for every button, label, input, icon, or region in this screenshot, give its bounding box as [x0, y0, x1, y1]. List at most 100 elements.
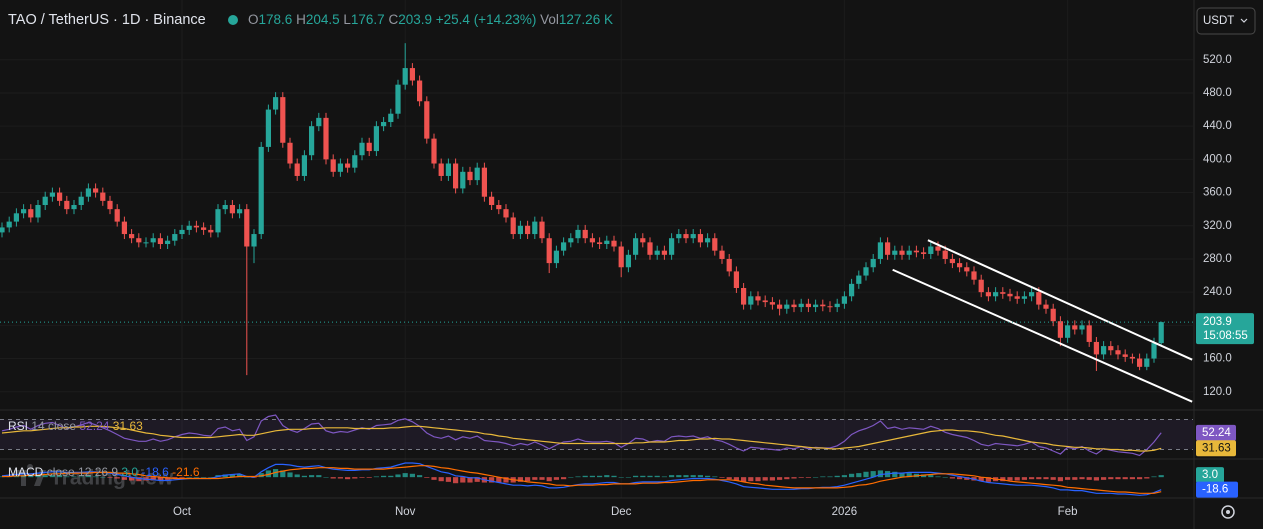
macd-histogram-bar — [417, 475, 423, 478]
candle-body — [229, 205, 235, 214]
candle-body — [359, 142, 365, 156]
currency-button-frame[interactable] — [1196, 7, 1256, 35]
candle-body — [330, 159, 336, 172]
macd-histogram-bar — [1144, 477, 1150, 479]
candle-body — [1079, 325, 1085, 330]
macd-histogram-bar — [186, 477, 192, 478]
candle-body — [726, 258, 732, 272]
candle-body — [769, 302, 775, 305]
candle-body — [201, 227, 207, 230]
candle-body — [215, 209, 221, 233]
macd-histogram-bar — [957, 477, 963, 480]
macd-histogram-bar — [661, 476, 667, 478]
macd-histogram-bar — [114, 477, 120, 479]
candle-body — [561, 242, 567, 251]
macd-histogram-bar — [35, 475, 41, 478]
candle-body — [942, 250, 948, 259]
settings-button[interactable] — [1221, 505, 1235, 519]
candle-body — [762, 300, 768, 303]
settings-icon[interactable] — [1221, 505, 1235, 519]
last-price-label: 203.9 — [1203, 316, 1232, 328]
candle-body — [568, 238, 574, 243]
macd-histogram-bar — [755, 477, 761, 482]
macd-histogram-bar — [921, 474, 927, 478]
candle-body — [841, 296, 847, 304]
candle-body — [1137, 358, 1143, 367]
low-label: L — [343, 12, 351, 27]
candle-body — [179, 229, 185, 235]
macd-histogram-bar — [64, 476, 70, 478]
candle-body — [165, 240, 171, 245]
macd-histogram-bar — [942, 477, 948, 478]
x-tick-label: Nov — [395, 506, 416, 518]
candle-body — [993, 292, 999, 297]
candle-body — [553, 250, 559, 264]
macd-histogram-bar — [611, 475, 617, 478]
macd-histogram-bar — [57, 475, 63, 478]
macd-histogram-bar — [165, 477, 171, 480]
macd-params: close 12 26 9 — [47, 465, 119, 479]
candle-body — [1029, 292, 1035, 297]
candle-body — [697, 234, 703, 243]
candle-body — [1122, 354, 1128, 357]
y-tick-label: 480.0 — [1203, 87, 1232, 99]
rsi-title: RSI — [8, 419, 28, 433]
candle-body — [676, 234, 682, 239]
macd-histogram-bar — [877, 470, 883, 478]
macd-histogram-bar — [561, 477, 567, 480]
macd-histogram-bar — [1129, 477, 1135, 480]
macd-histogram-bar — [431, 477, 437, 480]
macd-histogram-bar — [366, 477, 372, 478]
macd-value-label: -18.6 — [1202, 484, 1228, 496]
currency-chevron[interactable] — [1240, 18, 1248, 23]
currency-label[interactable]: USDT — [1203, 15, 1234, 27]
candle-body — [1115, 350, 1121, 355]
macd-histogram-bar — [741, 477, 747, 482]
macd-histogram-bar — [150, 477, 156, 481]
candle-body — [337, 163, 343, 172]
macd-histogram-bar — [589, 475, 595, 478]
candle-body — [13, 213, 19, 222]
symbol-title: TAO / TetherUS · 1D · Binance — [8, 12, 206, 28]
macd-histogram-bar — [697, 475, 703, 478]
macd-histogram-bar — [604, 475, 610, 478]
macd-histogram-bar — [359, 477, 365, 478]
rsi-params: 14 close — [31, 419, 76, 433]
candle-body — [280, 97, 286, 143]
candle-body — [1129, 356, 1135, 359]
macd-histogram-bar — [568, 477, 574, 478]
macd-histogram-bar — [287, 472, 293, 478]
candle-body — [935, 246, 941, 251]
candle-body — [690, 234, 696, 239]
candle-body — [237, 209, 243, 214]
currency-button[interactable]: USDT — [1196, 7, 1256, 35]
macd-histogram-bar — [1093, 477, 1099, 481]
macd-histogram-bar — [856, 473, 862, 478]
candle-body — [834, 303, 840, 308]
macd-histogram-bar — [503, 477, 509, 483]
candle-body — [532, 221, 538, 235]
macd-histogram-bar — [625, 477, 631, 478]
candle-body — [546, 238, 552, 264]
candle-body — [316, 117, 322, 127]
volume-value: 127.26 K — [559, 12, 613, 27]
candle-body — [172, 234, 178, 241]
candle-body — [582, 229, 588, 239]
macd-value-box — [1196, 481, 1238, 498]
macd-histogram-bar — [294, 474, 300, 478]
macd-histogram-bar — [1072, 477, 1078, 480]
candle-body — [503, 209, 509, 218]
settings-icon-center[interactable] — [1226, 510, 1230, 514]
macd-histogram-bar — [1065, 477, 1071, 480]
macd-histogram-bar — [409, 473, 415, 478]
candle-body — [712, 238, 718, 251]
macd-histogram-bar — [345, 477, 351, 480]
candle-body — [388, 113, 394, 123]
candle-body — [85, 188, 91, 197]
macd-histogram-bar — [381, 475, 387, 478]
candle-body — [1086, 325, 1092, 342]
legend-header: TAO / TetherUS · 1D · Binance — [8, 12, 206, 28]
candle-body — [949, 258, 955, 264]
macd-histogram-bar — [633, 475, 639, 478]
trendline — [927, 239, 1193, 361]
